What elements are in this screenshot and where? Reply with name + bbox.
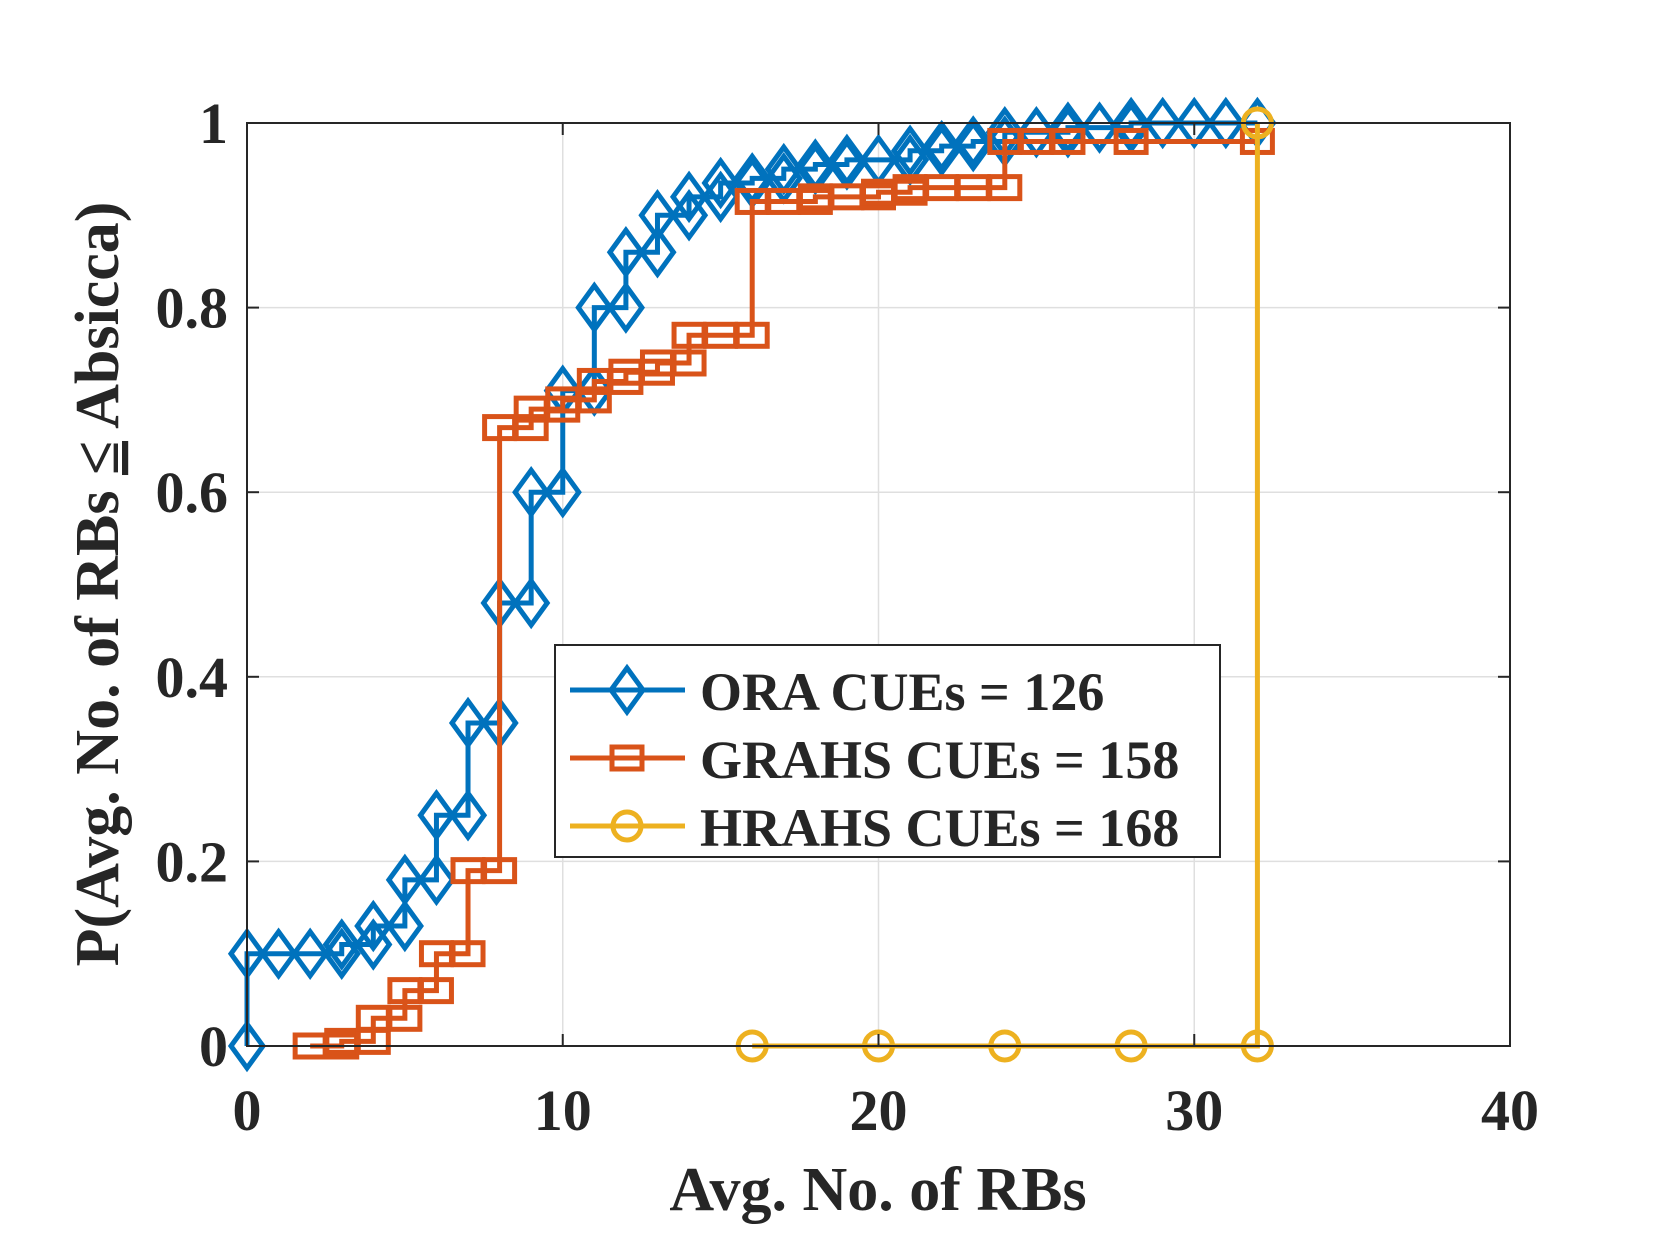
- grid-lines: [247, 123, 1510, 1046]
- data-point-square: [1113, 127, 1149, 155]
- data-point-diamond: [385, 899, 424, 953]
- legend-marker-circle: [610, 809, 644, 843]
- data-point-diamond: [322, 927, 361, 980]
- x-tick-label: 20: [850, 1078, 908, 1143]
- axis-ticks: [246, 122, 1511, 1047]
- data-point-square: [513, 414, 549, 442]
- y-tick-label: 1: [199, 91, 228, 156]
- data-point-square: [450, 940, 486, 968]
- data-point-diamond: [512, 576, 551, 630]
- data-point-diamond: [1175, 96, 1214, 150]
- data-point-square: [576, 386, 612, 414]
- data-series: [227, 96, 1277, 1073]
- data-point-diamond: [322, 918, 361, 971]
- data-point-diamond: [922, 119, 961, 173]
- y-axis-label-suffix: Absicca): [64, 202, 132, 441]
- x-tick-label: 0: [233, 1078, 262, 1143]
- data-point-diamond: [385, 853, 424, 907]
- legend-entry: HRAHS CUEs = 168: [700, 798, 1179, 858]
- legend: ORA CUEs = 126 GRAHS CUEs = 158 HRAHS CUEs…: [554, 644, 1221, 858]
- legend-marker-square: [609, 744, 645, 772]
- data-point-diamond: [291, 927, 330, 980]
- data-point-diamond: [669, 170, 709, 224]
- y-tick-label: 0: [199, 1014, 228, 1079]
- y-tick-label: 0.8: [156, 276, 229, 341]
- legend-entry: ORA CUEs = 126: [700, 662, 1104, 722]
- data-point-diamond: [259, 927, 298, 980]
- data-point-diamond: [354, 899, 393, 953]
- data-point-diamond: [543, 465, 582, 519]
- y-axis-label-prefix: P(Avg. No. of RBs: [64, 475, 132, 966]
- x-tick-label: 40: [1481, 1078, 1539, 1143]
- legend-box: [554, 644, 1221, 858]
- x-axis-label: Avg. No. of RBs: [669, 1156, 1086, 1224]
- data-point-diamond: [417, 853, 456, 907]
- y-tick-label: 0.2: [156, 829, 229, 894]
- data-point-diamond: [448, 696, 488, 750]
- data-point-diamond: [1112, 96, 1151, 150]
- data-point-diamond: [1206, 96, 1245, 150]
- data-point-diamond: [606, 281, 645, 334]
- series-line: [310, 138, 1258, 1049]
- series-square: [292, 127, 1275, 1060]
- data-point-square: [482, 857, 518, 885]
- data-point-diamond: [512, 465, 551, 519]
- data-point-diamond: [448, 788, 488, 842]
- legend-entry: GRAHS CUEs = 158: [700, 730, 1179, 790]
- data-point-square: [987, 174, 1023, 202]
- data-point-diamond: [954, 119, 993, 173]
- data-point-diamond: [417, 788, 456, 842]
- data-point-diamond: [1080, 101, 1119, 154]
- y-tick-label: 0.6: [156, 460, 229, 525]
- data-point-square: [1050, 127, 1086, 155]
- data-point-diamond: [638, 189, 677, 242]
- data-point-diamond: [701, 156, 740, 210]
- data-point-diamond: [1143, 96, 1182, 150]
- data-point-diamond: [575, 281, 614, 334]
- data-point-diamond: [1112, 101, 1151, 154]
- data-point-diamond: [890, 124, 930, 177]
- data-point-diamond: [638, 225, 677, 279]
- legend-marker-diamond: [607, 663, 647, 717]
- data-point-square: [671, 349, 707, 377]
- y-axis-label: P(Avg. No. of RBs ≤ Absicca): [64, 202, 132, 967]
- x-tick-label: 10: [534, 1078, 592, 1143]
- y-tick-label: 0.4: [156, 645, 229, 710]
- y-axis-label-symbol: ≤: [64, 441, 132, 475]
- data-point-square: [734, 321, 770, 349]
- data-point-diamond: [954, 115, 993, 168]
- data-point-square: [418, 977, 454, 1005]
- tick-labels: 0 10 20 30 40 0 0.2 0.4 0.6 0.8 1: [156, 91, 1540, 1143]
- data-point-diamond: [827, 133, 867, 187]
- data-point-diamond: [227, 1019, 267, 1073]
- data-point-square: [387, 1004, 423, 1032]
- data-point-diamond: [922, 124, 961, 177]
- data-point-diamond: [606, 225, 645, 279]
- x-tick-label: 30: [1165, 1078, 1223, 1143]
- data-point-diamond: [1048, 101, 1088, 154]
